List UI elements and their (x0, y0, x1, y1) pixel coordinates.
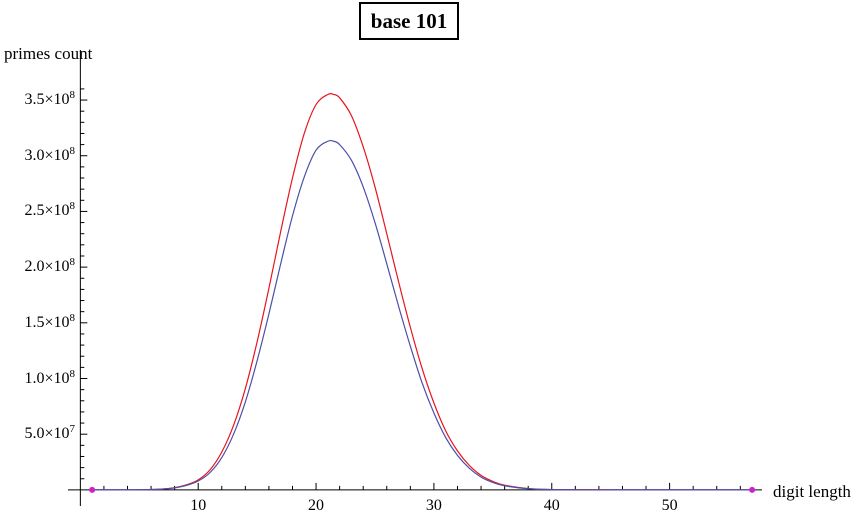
y-tick-mantissa: 5.0 (24, 425, 45, 443)
x-axis-label: digit length (773, 482, 851, 501)
data-point-marker (89, 486, 96, 493)
y-tick-label: 2.0×108 (24, 256, 75, 276)
x-tick-label: 30 (425, 497, 442, 514)
y-tick-mantissa: 2.5 (24, 202, 45, 220)
x-tick-label: 10 (190, 497, 207, 514)
x-tick-label: 50 (661, 497, 678, 514)
y-tick-times: ×10 (44, 91, 70, 109)
chart-title-box: base 101 (359, 2, 459, 40)
y-tick-times: ×10 (44, 258, 70, 276)
series-line-red (92, 92, 753, 491)
y-tick-exponent: 8 (69, 144, 76, 157)
series-line-blue (92, 139, 753, 491)
x-tick-label: 40 (543, 497, 560, 514)
y-tick-mantissa: 1.0 (24, 369, 45, 387)
chart-title: base 101 (370, 8, 448, 33)
y-tick-label: 3.0×108 (24, 145, 75, 165)
y-tick-mantissa: 3.0 (24, 146, 45, 164)
y-axis-label: primes count (4, 44, 93, 63)
y-tick-label: 1.5×108 (24, 312, 75, 332)
y-tick-exponent: 8 (69, 256, 76, 269)
series-layer (92, 92, 753, 491)
y-tick-exponent: 7 (69, 423, 76, 436)
y-tick-label: 2.5×108 (24, 200, 75, 220)
tick-marks (80, 88, 741, 490)
x-tick-label: 20 (308, 497, 325, 514)
data-point-marker (749, 486, 756, 493)
y-tick-label: 3.5×108 (24, 89, 75, 109)
y-tick-mantissa: 1.5 (24, 313, 45, 331)
y-tick-times: ×10 (44, 146, 70, 164)
y-tick-mantissa: 3.5 (24, 91, 45, 109)
y-tick-times: ×10 (44, 313, 70, 331)
y-tick-times: ×10 (44, 425, 70, 443)
y-tick-exponent: 8 (69, 200, 76, 213)
y-tick-exponent: 8 (69, 311, 76, 324)
y-tick-label: 1.0×108 (24, 368, 75, 388)
y-tick-label: 5.0×107 (24, 423, 75, 443)
y-tick-mantissa: 2.0 (24, 258, 45, 276)
y-tick-times: ×10 (44, 202, 70, 220)
y-tick-exponent: 8 (69, 89, 76, 102)
marker-layer (89, 486, 756, 493)
y-tick-times: ×10 (44, 369, 70, 387)
y-tick-exponent: 8 (69, 367, 76, 380)
